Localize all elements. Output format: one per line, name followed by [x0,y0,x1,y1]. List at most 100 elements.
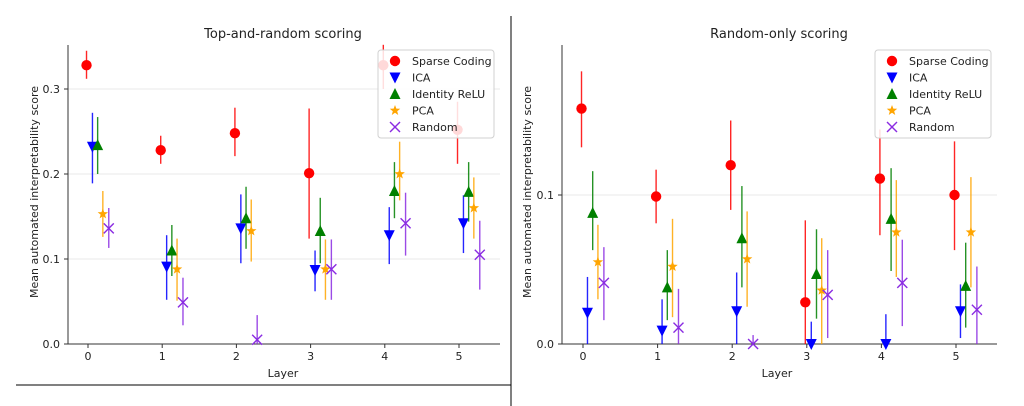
legend-label: PCA [909,105,931,118]
data-point [672,322,684,334]
x-tick-label: 2 [233,350,240,363]
data-point [576,103,587,114]
data-point [731,306,743,318]
data-point [246,225,257,236]
axes [67,45,500,345]
data-point [650,191,662,202]
data-point [581,307,593,319]
legend-marker [886,72,898,84]
x-axis-label: Layer [268,367,299,380]
legend-label: Identity ReLU [909,88,982,101]
legend-label: PCA [412,105,434,118]
data-point [383,230,395,242]
data-point [965,226,977,237]
data-point [949,189,960,201]
x-tick-label: 0 [580,350,587,363]
x-tick-labels: 0 1 2 3 4 5 [580,344,960,363]
y-tick-labels: 0.0 0.1 0.2 0.3 [43,83,68,351]
y-tick-label: 0.0 [43,338,61,351]
data-point [661,281,673,293]
y-axis-label: Mean automated interpretability score [521,86,534,298]
data-point [325,263,337,275]
data-point [97,208,109,219]
data-point [314,224,326,236]
legend-label: ICA [909,72,928,85]
data-point [971,304,983,316]
legend-marker [389,121,401,133]
data-point [960,279,972,291]
data-point [741,253,753,264]
series-identity-relu [587,168,972,328]
data-point [166,244,178,256]
legend-item-pca: PCA [886,105,931,118]
series-ica [86,112,469,300]
series-pca [592,177,977,344]
data-point [810,267,822,279]
series-identity-relu [92,117,475,276]
series-random [598,239,983,350]
data-point [309,265,321,277]
data-point [303,167,315,179]
legend-item-identity-relu: Identity ReLU [389,88,485,101]
legend-item-sparse-coding: Sparse Coding [389,55,492,68]
data-point [805,339,817,350]
chart-top-and-random: Top-and-random scoring Layer Mean automa… [28,27,500,380]
data-marks [576,71,983,350]
data-point [896,277,908,289]
data-point [891,226,902,237]
data-point [874,173,886,184]
y-tick-label: 0.0 [537,338,555,351]
x-tick-label: 4 [381,350,388,363]
data-point [468,202,480,213]
data-point [177,296,189,308]
legend-label: Sparse Coding [909,55,989,68]
y-tick-label: 0.3 [43,83,61,96]
legend-box [377,49,495,139]
data-point [92,139,104,151]
legend: Sparse Coding ICA Identity ReLU PCA Random [874,49,992,139]
legend-item-random: Random [886,121,955,134]
data-point [656,325,668,337]
data-point [394,168,405,179]
data-point [161,261,173,273]
data-point [400,217,412,229]
data-point [747,338,759,350]
series-ica [581,272,966,350]
data-point [954,306,966,318]
legend-label: Identity ReLU [412,88,485,101]
data-point [235,223,247,235]
data-point [598,277,610,289]
data-point [320,263,331,274]
x-tick-label: 1 [159,350,166,363]
data-point [229,128,241,139]
x-tick-label: 4 [878,350,885,363]
x-tick-label: 5 [953,350,960,363]
legend-marker [389,105,401,115]
data-point [251,334,263,346]
data-point [81,59,92,71]
legend-label: Sparse Coding [412,55,492,68]
legend-marker [389,72,401,84]
chart-random-only: Random-only scoring Layer Mean automated… [521,27,997,380]
data-point [885,212,897,224]
legend-item-pca: PCA [389,105,434,118]
legend-marker [886,88,898,99]
data-point [474,249,486,261]
x-tick-label: 2 [729,350,736,363]
legend: Sparse Coding ICA Identity ReLU PCA Random [377,49,495,139]
legend-marker [389,55,401,67]
x-tick-labels: 0 1 2 3 4 5 [85,344,463,363]
legend-marker [886,55,898,67]
legend-item-ica: ICA [886,72,928,85]
data-point [240,212,252,224]
series-pca [97,141,480,301]
legend-marker [389,88,401,99]
y-tick-label: 0.1 [537,189,555,202]
legend-item-identity-relu: Identity ReLU [886,88,982,101]
chart-title: Random-only scoring [710,27,848,42]
data-point [171,263,183,274]
data-point [587,206,599,218]
legend-item-sparse-coding: Sparse Coding [886,55,989,68]
legend-marker [886,121,898,133]
